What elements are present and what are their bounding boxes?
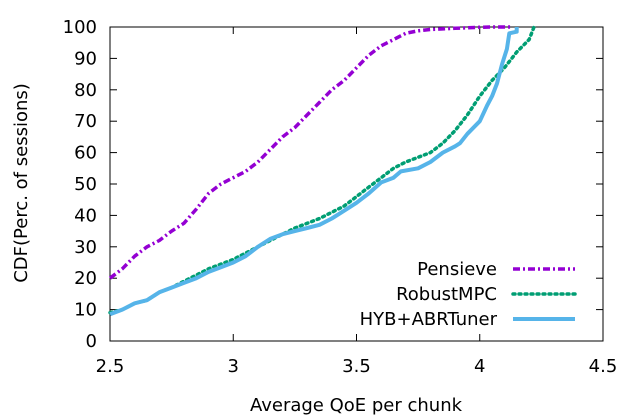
legend-label-pensieve: Pensieve	[417, 259, 497, 280]
y-tick-label: 50	[74, 174, 97, 195]
legend-label-hyb-abrtuner: HYB+ABRTuner	[360, 309, 498, 330]
y-tick-label: 60	[74, 143, 97, 164]
x-tick-label: 4.5	[589, 356, 618, 377]
x-tick-label: 3.5	[342, 356, 371, 377]
plot-border	[109, 26, 604, 342]
series-line-hyb-abrtuner	[109, 27, 519, 317]
axis-ticks: 2.5 3 3.5 4 4.5 0 10 20 30 40 50 60 70 80 90 100	[63, 17, 618, 377]
y-tick-label: 100	[63, 17, 97, 38]
y-tick-label: 30	[74, 237, 97, 258]
x-tick-label: 4	[474, 356, 485, 377]
y-tick-label: 0	[86, 331, 97, 352]
series-layer	[108, 25, 536, 317]
y-tick-label: 70	[74, 111, 97, 132]
x-tick-label: 2.5	[96, 356, 125, 377]
series-line-pensieve	[108, 25, 512, 280]
x-tick-label: 3	[228, 356, 239, 377]
y-tick-label: 80	[74, 80, 97, 101]
legend-label-robustmpc: RobustMPC	[396, 284, 497, 305]
y-tick-label: 40	[74, 205, 97, 226]
plot-frame	[109, 26, 604, 342]
y-tick-label: 10	[74, 300, 97, 321]
y-tick-label: 90	[74, 48, 97, 69]
x-axis-title: Average QoE per chunk	[250, 395, 463, 416]
y-tick-label: 20	[74, 268, 97, 289]
legend: Pensieve RobustMPC HYB+ABRTuner	[360, 259, 577, 330]
y-axis-title: CDF(Perc. of sessions)	[11, 83, 32, 283]
